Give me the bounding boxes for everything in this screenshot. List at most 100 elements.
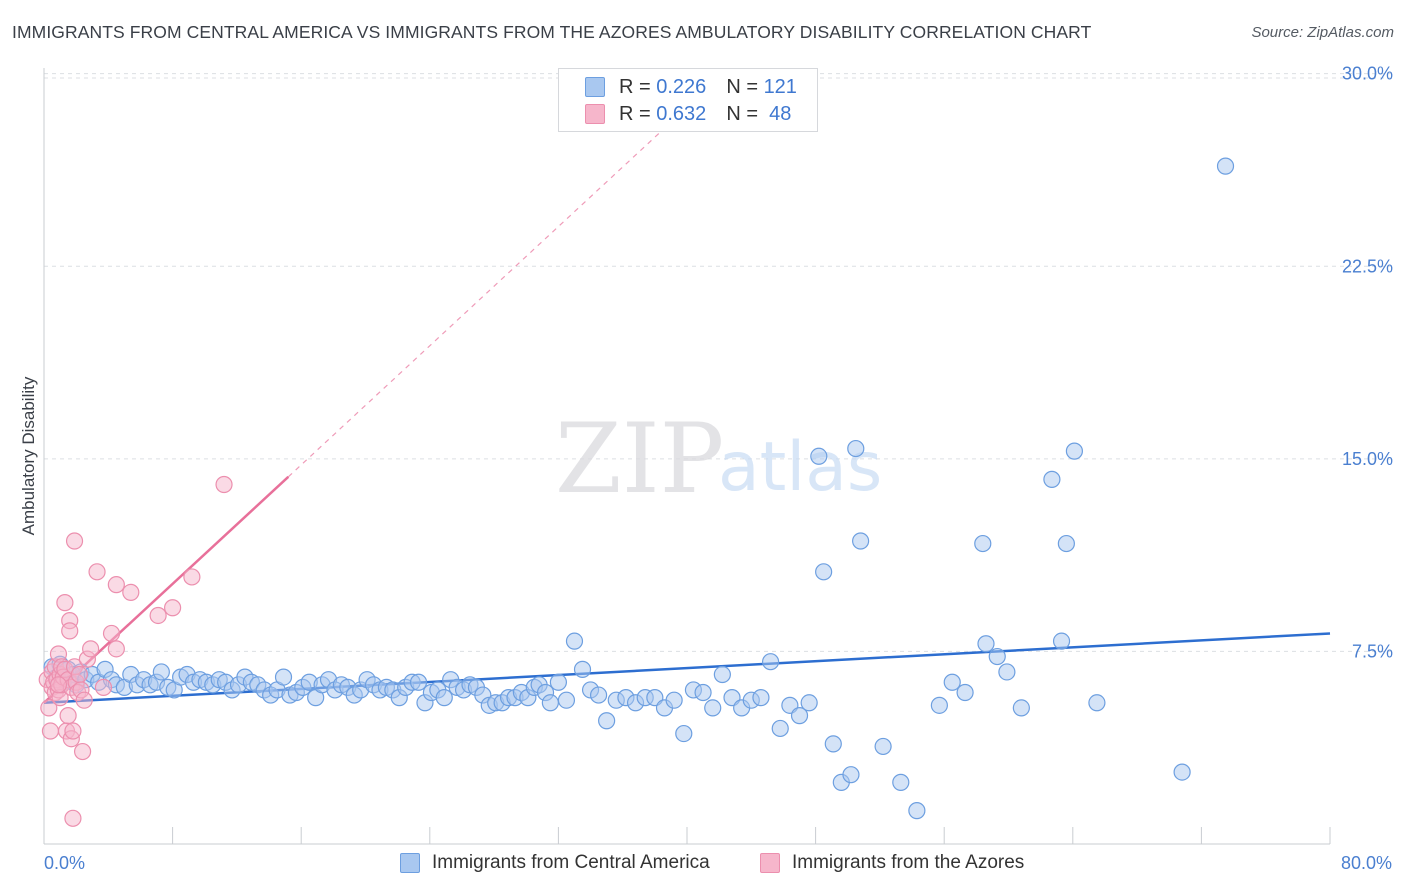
data-point[interactable] (771, 719, 789, 738)
data-point[interactable] (852, 532, 870, 550)
data-point[interactable] (49, 676, 68, 694)
data-point[interactable] (1173, 763, 1191, 781)
legend-item-label: Immigrants from the Azores (792, 852, 1025, 873)
data-point[interactable] (41, 722, 60, 740)
data-point[interactable] (977, 635, 995, 653)
data-point[interactable] (215, 475, 233, 494)
data-point[interactable] (956, 683, 974, 702)
y-tick-label: 15.0% (1342, 449, 1393, 469)
data-point[interactable] (1012, 699, 1030, 717)
data-point[interactable] (94, 678, 113, 696)
data-point[interactable] (761, 653, 780, 671)
legend-swatch-blue (400, 853, 420, 873)
data-point[interactable] (73, 742, 92, 761)
data-point[interactable] (274, 668, 293, 686)
chart-title: IMMIGRANTS FROM CENTRAL AMERICA VS IMMIG… (12, 22, 1092, 42)
trend-line-azores-dashed (287, 132, 661, 478)
legend-n-label: N = (726, 102, 764, 125)
data-point[interactable] (64, 809, 82, 827)
legend-n-label: N = (726, 75, 764, 98)
data-point[interactable] (59, 707, 77, 725)
data-point[interactable] (183, 568, 201, 586)
gridlines (44, 73, 1392, 652)
data-point[interactable] (82, 640, 100, 658)
y-tick-label: 22.5% (1342, 256, 1393, 276)
data-point[interactable] (694, 683, 712, 702)
data-point[interactable] (435, 689, 453, 707)
data-point[interactable] (40, 699, 58, 717)
data-point[interactable] (409, 673, 428, 691)
data-point[interactable] (88, 563, 106, 581)
data-point[interactable] (541, 694, 559, 712)
data-point[interactable] (752, 689, 770, 707)
legend-r-value: 0.632 (656, 102, 707, 125)
data-point[interactable] (102, 624, 121, 643)
data-point[interactable] (665, 691, 683, 709)
x-tick-label-max: 80.0% (1341, 853, 1392, 873)
legend-swatch-blue (585, 77, 605, 97)
data-point[interactable] (56, 594, 74, 612)
data-point[interactable] (824, 735, 842, 753)
watermark-zip: ZIP (555, 403, 724, 515)
data-point[interactable] (874, 737, 892, 756)
data-point[interactable] (810, 447, 828, 465)
legend-swatch-pink (760, 853, 780, 873)
series-legend: Immigrants from Central America Immigran… (0, 852, 1406, 878)
data-point[interactable] (149, 606, 167, 625)
data-point[interactable] (1043, 470, 1061, 488)
data-point[interactable] (704, 699, 722, 717)
data-point[interactable] (908, 802, 926, 820)
data-point[interactable] (107, 640, 125, 658)
data-point[interactable] (943, 673, 961, 691)
legend-row-central-america: R = 0.226 N = 121 (585, 74, 797, 100)
data-point[interactable] (122, 583, 140, 601)
data-point[interactable] (164, 599, 182, 617)
data-point[interactable] (892, 773, 910, 791)
data-point[interactable] (70, 665, 88, 684)
data-point[interactable] (1057, 534, 1075, 553)
data-point[interactable] (790, 707, 809, 725)
data-point[interactable] (713, 665, 731, 684)
legend-n-value: 48 (763, 102, 792, 125)
data-point[interactable] (75, 691, 93, 709)
correlation-legend: R = 0.226 N = 121 R = 0.632 N = 48 (558, 68, 818, 132)
data-point[interactable] (152, 663, 170, 681)
series-azores-points (38, 475, 233, 827)
data-point[interactable] (64, 722, 82, 740)
data-point[interactable] (1216, 157, 1235, 175)
data-point[interactable] (598, 712, 616, 730)
legend-r-value: 0.226 (656, 75, 707, 98)
data-point[interactable] (800, 694, 818, 712)
data-point[interactable] (1065, 442, 1084, 460)
data-point[interactable] (61, 622, 79, 640)
data-point[interactable] (974, 534, 992, 553)
data-point[interactable] (1088, 694, 1106, 712)
data-point[interactable] (815, 563, 833, 581)
data-point[interactable] (847, 439, 865, 458)
legend-n-value: 121 (763, 75, 797, 98)
legend-item-azores[interactable]: Immigrants from the Azores (760, 852, 1024, 874)
data-point[interactable] (1052, 632, 1071, 650)
data-point[interactable] (557, 691, 576, 709)
series-central-america-points (43, 157, 1235, 820)
y-tick-label: 7.5% (1352, 641, 1393, 661)
data-point[interactable] (988, 647, 1006, 666)
x-tick-label-min: 0.0% (44, 853, 85, 873)
data-point[interactable] (549, 673, 568, 691)
data-point[interactable] (589, 686, 608, 704)
data-point[interactable] (65, 532, 84, 550)
legend-swatch-pink (585, 104, 605, 124)
data-point[interactable] (573, 660, 592, 678)
data-point[interactable] (930, 696, 948, 714)
data-point[interactable] (565, 632, 584, 650)
y-axis-label: Ambulatory Disability (19, 376, 38, 535)
y-tick-label: 30.0% (1342, 64, 1393, 84)
data-point[interactable] (675, 724, 693, 743)
watermark: ZIP atlas (555, 403, 882, 515)
data-point[interactable] (842, 766, 860, 784)
legend-item-central-america[interactable]: Immigrants from Central America (400, 852, 710, 874)
data-point[interactable] (998, 663, 1016, 681)
data-point[interactable] (107, 576, 125, 594)
source-credit: Source: ZipAtlas.com (1251, 24, 1394, 41)
